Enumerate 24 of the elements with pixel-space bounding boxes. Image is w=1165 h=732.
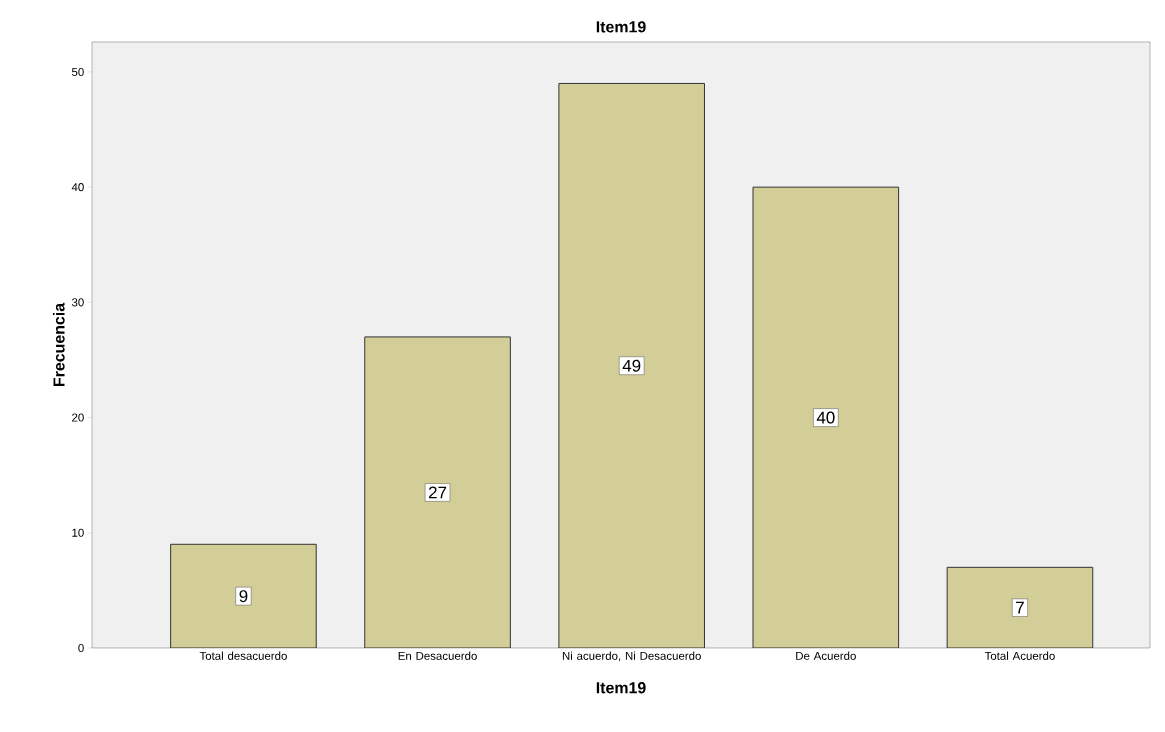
- data-label: 40: [816, 411, 835, 424]
- y-tick-label: 0: [78, 643, 84, 653]
- x-tick-label: Total desacuerdo: [199, 651, 287, 660]
- bar: [558, 82, 705, 648]
- x-tick-label: En Desacuerdo: [398, 651, 477, 660]
- y-tick-label: 30: [71, 298, 84, 307]
- x-tick-label: De Acuerdo: [796, 651, 856, 660]
- y-tick-label: 20: [72, 413, 84, 422]
- y-tick-label: 50: [71, 67, 84, 76]
- x-tick-label: Total Acuerdo: [984, 651, 1055, 660]
- bar: [170, 544, 317, 648]
- data-label: 7: [1016, 601, 1024, 614]
- data-label: 49: [622, 359, 641, 372]
- x-axis-title: Item19: [596, 682, 646, 694]
- bar: [752, 186, 900, 648]
- chart-title: Item19: [596, 21, 646, 33]
- x-tick-label: Ni acuerdo, Ni Desacuerdo: [562, 651, 701, 662]
- data-label: 9: [239, 590, 248, 603]
- data-label: 27: [429, 486, 447, 499]
- y-axis-title: Frecuencia: [52, 302, 65, 386]
- y-tick-label: 40: [71, 183, 84, 192]
- bar: [946, 566, 1094, 648]
- y-tick-label: 10: [72, 528, 84, 537]
- bar: [364, 336, 511, 648]
